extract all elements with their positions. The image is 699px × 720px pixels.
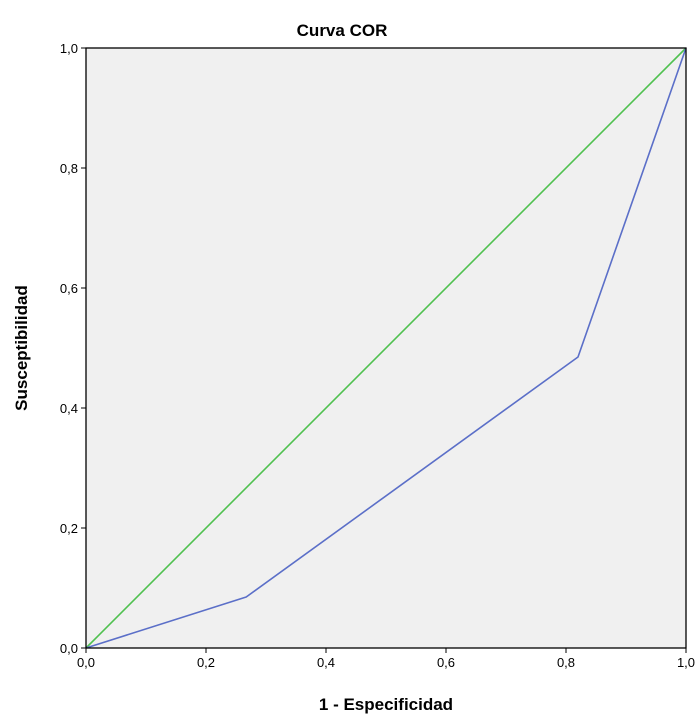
reference-diagonal-line	[85, 47, 687, 649]
y-axis: 0,0 0,2 0,4 0,6 0,8 1,0	[60, 41, 86, 656]
series-layer	[85, 47, 687, 649]
x-axis: 0,0 0,2 0,4 0,6 0,8 1,0	[77, 648, 695, 670]
x-tick-label: 1,0	[677, 655, 695, 670]
plot-frame	[85, 47, 687, 649]
y-axis-title: Susceptibilidad	[12, 285, 31, 411]
y-tick-label: 0,6	[60, 281, 78, 296]
chart-title: Curva COR	[297, 21, 388, 40]
y-tick-label: 0,8	[60, 161, 78, 176]
y-tick-label: 1,0	[60, 41, 78, 56]
x-axis-title: 1 - Especificidad	[319, 695, 453, 714]
x-tick-label: 0,4	[317, 655, 335, 670]
roc-curve-line	[85, 47, 687, 649]
x-tick-label: 0,0	[77, 655, 95, 670]
y-tick-label: 0,0	[60, 641, 78, 656]
y-tick-label: 0,4	[60, 401, 78, 416]
x-tick-label: 0,6	[437, 655, 455, 670]
x-tick-label: 0,8	[557, 655, 575, 670]
y-tick-label: 0,2	[60, 521, 78, 536]
x-tick-label: 0,2	[197, 655, 215, 670]
